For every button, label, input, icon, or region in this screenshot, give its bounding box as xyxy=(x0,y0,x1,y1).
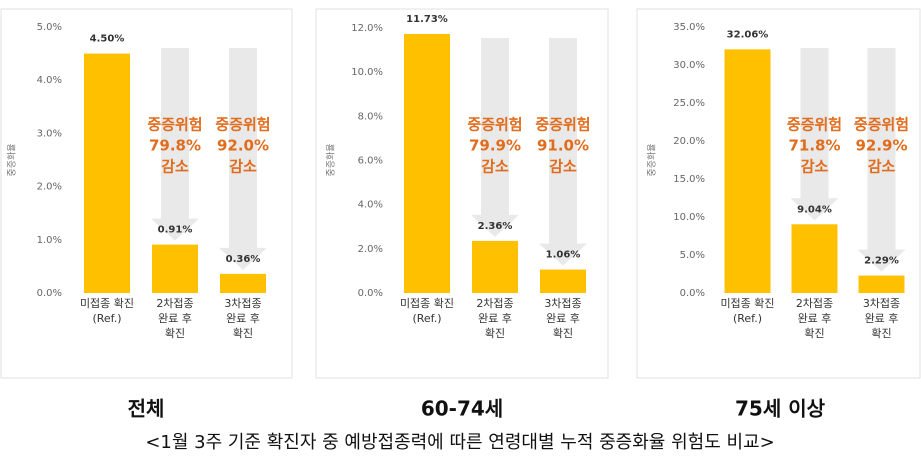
y-tick-label: 3.0% xyxy=(37,128,62,139)
bar xyxy=(540,269,586,293)
annotation: 91.0% xyxy=(537,137,589,155)
annotation: 중증위험 xyxy=(467,116,522,134)
panel-border xyxy=(315,8,609,379)
panel-title: 75세 이상 xyxy=(735,397,826,421)
bar xyxy=(220,273,266,293)
bar xyxy=(404,33,450,294)
x-tick-label: 3차접종 완료 후 확진 xyxy=(224,297,261,340)
value-label: 11.73% xyxy=(406,14,448,25)
reduction-arrow xyxy=(151,48,199,241)
y-tick-label: 6.0% xyxy=(358,156,383,167)
y-tick-label: 8.0% xyxy=(358,111,383,122)
value-label: 32.06% xyxy=(727,29,769,40)
bar xyxy=(724,49,771,294)
annotation: 중증위험 xyxy=(854,116,909,134)
y-tick-label: 10.0% xyxy=(673,212,705,223)
value-label: 2.36% xyxy=(478,221,513,232)
reduction-arrow xyxy=(539,38,587,266)
y-tick-label: 4.0% xyxy=(358,200,383,211)
y-tick-label: 10.0% xyxy=(351,67,383,78)
y-tick-label: 1.0% xyxy=(37,235,62,246)
x-tick-label: 미접종 확진 (Ref.) xyxy=(400,297,454,325)
panel-border xyxy=(636,8,921,379)
annotation: 중증위험 xyxy=(787,116,842,134)
panel-border xyxy=(0,8,293,379)
y-tick-label: 35.0% xyxy=(673,22,705,33)
y-tick-label: 25.0% xyxy=(673,98,705,109)
reduction-arrow xyxy=(857,48,906,272)
value-label: 0.36% xyxy=(226,254,261,265)
x-tick-label: 미접종 확진 (Ref.) xyxy=(720,297,774,325)
annotation: 감소 xyxy=(161,158,189,176)
value-label: 1.06% xyxy=(546,250,581,261)
y-tick-label: 2.0% xyxy=(358,244,383,255)
value-label: 9.04% xyxy=(797,204,832,215)
x-tick-label: 3차접종 완료 후 확진 xyxy=(863,297,900,340)
annotation: 79.8% xyxy=(149,137,201,155)
annotation: 감소 xyxy=(481,158,509,176)
panel-title: 60-74세 xyxy=(421,397,503,421)
bar xyxy=(858,275,905,293)
value-label: 2.29% xyxy=(864,256,899,267)
y-tick-label: 30.0% xyxy=(673,60,705,71)
reduction-arrow xyxy=(790,48,839,221)
y-tick-label: 0.0% xyxy=(37,288,62,299)
value-label: 0.91% xyxy=(158,225,193,236)
y-tick-label: 5.0% xyxy=(37,22,62,33)
annotation: 79.9% xyxy=(469,137,521,155)
x-tick-label: 미접종 확진 (Ref.) xyxy=(80,297,134,325)
annotation: 중증위험 xyxy=(535,116,590,134)
bar xyxy=(472,240,518,293)
y-tick-label: 0.0% xyxy=(358,288,383,299)
y-tick-label: 0.0% xyxy=(680,288,705,299)
x-tick-label: 2차접종 완료 후 확진 xyxy=(156,297,193,340)
x-tick-label: 2차접종 완료 후 확진 xyxy=(796,297,833,340)
annotation: 92.9% xyxy=(855,137,907,155)
reduction-arrow xyxy=(219,48,267,270)
y-tick-label: 4.0% xyxy=(37,75,62,86)
annotation: 중증위험 xyxy=(147,116,202,134)
annotation: 92.0% xyxy=(217,137,269,155)
bar xyxy=(84,53,130,293)
bar xyxy=(791,224,838,293)
annotation: 71.8% xyxy=(788,137,840,155)
y-axis-label: 중증화율 xyxy=(647,143,658,176)
panel-title: 전체 xyxy=(128,397,165,421)
reduction-arrow xyxy=(471,38,519,237)
caption: <1월 3주 기준 확진자 중 예방접종력에 따른 연령대별 누적 중증화율 위… xyxy=(145,432,774,453)
x-tick-label: 2차접종 완료 후 확진 xyxy=(476,297,513,340)
annotation: 감소 xyxy=(868,158,896,176)
y-tick-label: 20.0% xyxy=(673,136,705,147)
y-tick-label: 15.0% xyxy=(673,174,705,185)
y-tick-label: 2.0% xyxy=(37,182,62,193)
annotation: 감소 xyxy=(549,158,577,176)
bar xyxy=(152,244,198,293)
annotation: 감소 xyxy=(229,158,257,176)
value-label: 4.50% xyxy=(90,34,125,45)
annotation: 감소 xyxy=(801,158,829,176)
annotation: 중증위험 xyxy=(215,116,270,134)
y-axis-label: 중증화율 xyxy=(326,143,337,176)
y-axis-label: 중증화율 xyxy=(7,143,18,176)
x-tick-label: 3차접종 완료 후 확진 xyxy=(544,297,581,340)
y-tick-label: 12.0% xyxy=(351,23,383,34)
y-tick-label: 5.0% xyxy=(680,250,705,261)
